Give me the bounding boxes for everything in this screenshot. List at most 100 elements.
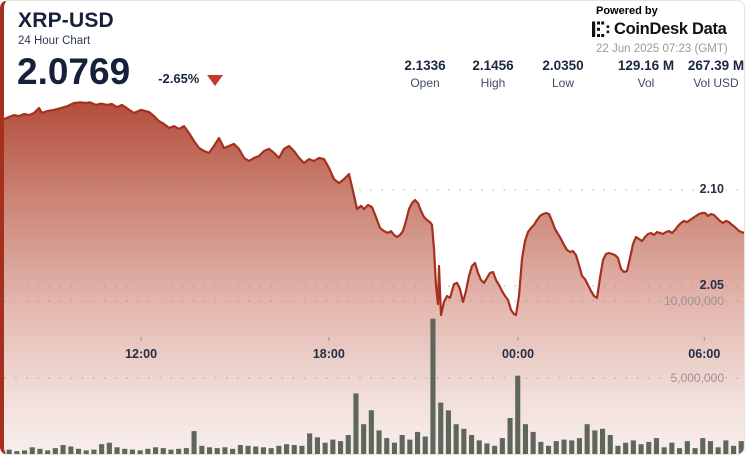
volume-bar (561, 439, 567, 454)
volume-bar (260, 447, 266, 454)
volume-bar (731, 445, 737, 454)
volume-bar (584, 424, 590, 454)
volume-bar (469, 435, 475, 454)
volume-bar (723, 440, 729, 454)
volume-bars (6, 318, 744, 454)
volume-bar (538, 441, 544, 454)
volume-bar (199, 445, 205, 454)
volume-bar (700, 438, 706, 454)
volume-bar (191, 431, 197, 454)
volume-bar (99, 444, 105, 454)
volume-bar (407, 439, 413, 454)
volume-bar (438, 402, 444, 454)
volume-bar (692, 448, 698, 454)
volume-bar (368, 410, 374, 454)
volume-bar (6, 449, 12, 454)
volume-bar (546, 445, 552, 454)
price-line-series (4, 101, 744, 317)
volume-bar (661, 447, 667, 454)
volume-bar (45, 450, 51, 454)
coindesk-logo-icon (592, 21, 610, 37)
volume-bar (237, 445, 243, 454)
volume-bar (361, 424, 367, 454)
volume-bar (484, 443, 490, 454)
volume-bar (600, 428, 606, 454)
volume-bar (453, 424, 459, 454)
volume-bar (183, 448, 189, 454)
powered-by-label: Powered by (596, 5, 658, 17)
volume-bar (338, 441, 344, 454)
time-axis-tick (328, 337, 330, 341)
volume-bar (669, 442, 675, 454)
volume-bar (207, 447, 213, 454)
volume-bar (299, 445, 305, 454)
area-series (4, 102, 744, 454)
coindesk-logo-text: CoinDesk Data (614, 20, 727, 38)
volume-bar (553, 441, 559, 454)
volume-bar (492, 445, 498, 454)
volume-bar (522, 424, 528, 454)
volume-bar (569, 440, 575, 454)
volume-bar (607, 435, 613, 454)
volume-bar (499, 438, 505, 454)
volume-bar (245, 445, 251, 454)
volume-bar (52, 448, 58, 454)
volume-bar (83, 450, 89, 454)
volume-bar (353, 393, 359, 454)
volume-bar (37, 448, 43, 454)
volume-bar (576, 438, 582, 454)
volume-bar (715, 447, 721, 454)
volume-bar (60, 445, 66, 454)
volume-bar (284, 444, 290, 454)
volume-bar (461, 428, 467, 454)
volume-bar (615, 445, 621, 454)
time-axis-tick (140, 337, 142, 341)
volume-bar (430, 318, 436, 454)
volume-bar (623, 442, 629, 454)
volume-bar (91, 449, 97, 454)
volume-bar (391, 442, 397, 454)
volume-bar (268, 448, 274, 454)
volume-bar (168, 449, 174, 454)
volume-bar (22, 450, 28, 454)
volume-bar (399, 435, 405, 454)
volume-bar (160, 448, 166, 454)
volume-bar (507, 418, 513, 454)
volume-bar (253, 446, 259, 454)
volume-bar (530, 431, 536, 454)
volume-bar (592, 430, 598, 454)
volume-bar (638, 444, 644, 454)
volume-bar (29, 447, 35, 454)
volume-bar (137, 450, 143, 454)
volume-bar (176, 448, 182, 454)
volume-bar (738, 441, 744, 454)
volume-bar (630, 440, 636, 454)
volume-bar (476, 440, 482, 454)
volume-bar (230, 448, 236, 454)
volume-bar (322, 442, 328, 454)
chart-canvas[interactable] (4, 1, 745, 455)
time-axis-tick (517, 337, 519, 341)
volume-bar (422, 436, 428, 454)
volume-bar (384, 438, 390, 454)
volume-bar (68, 446, 74, 454)
volume-bar (76, 448, 82, 454)
volume-bar (314, 437, 320, 454)
volume-bar (145, 448, 151, 454)
volume-bar (153, 447, 159, 454)
volume-bar (376, 430, 382, 454)
volume-bar (684, 441, 690, 454)
volume-bar (222, 447, 228, 454)
branding-block: Powered by CoinDesk Data 22 Jun 2025 07:… (592, 5, 728, 55)
coindesk-logo[interactable]: CoinDesk Data (592, 20, 728, 39)
volume-bar (129, 449, 135, 454)
volume-bar (653, 438, 659, 454)
volume-bar (677, 448, 683, 454)
volume-bar (122, 448, 128, 454)
time-axis-tick (703, 337, 705, 341)
volume-bar (646, 441, 652, 454)
volume-bar (14, 451, 20, 454)
volume-bar (291, 445, 297, 454)
volume-bar (106, 442, 112, 454)
